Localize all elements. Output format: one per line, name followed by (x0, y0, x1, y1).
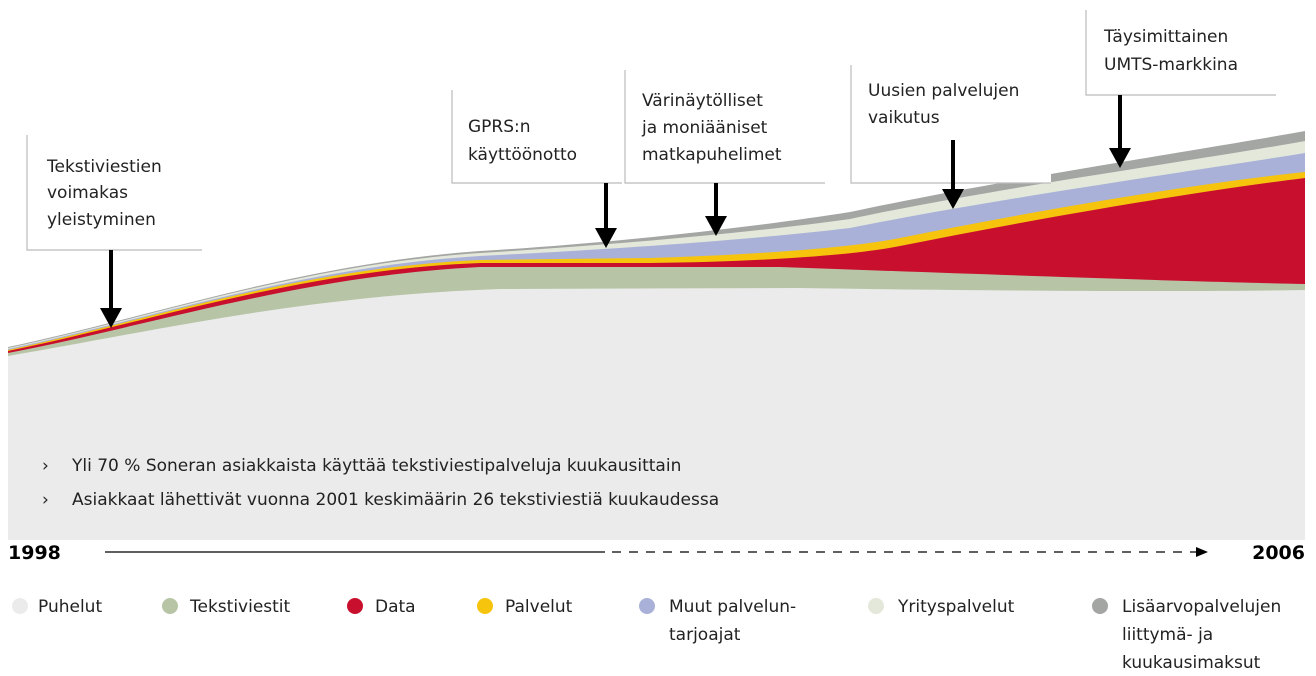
callout-text: yleistyminen (47, 210, 156, 230)
legend-label: Muut palvelun- (669, 597, 796, 617)
legend-label: Lisäarvopalvelujen (1122, 597, 1281, 617)
callout-text: matkapuhelimet (642, 145, 782, 165)
legend-swatch (347, 598, 363, 614)
legend-label: Puhelut (38, 597, 102, 617)
callout-edge (26, 135, 202, 251)
legend-label: Palvelut (505, 597, 573, 617)
callout-text: voimakas (47, 183, 128, 203)
callout-box (452, 90, 622, 183)
legend-swatch (477, 598, 493, 614)
arrow-head (595, 228, 617, 248)
bullet-text: Asiakkaat lähettivät vuonna 2001 keskimä… (72, 490, 719, 510)
timeline: 1998 2006 (8, 542, 1305, 564)
callout-box (625, 70, 825, 183)
timeline-start: 1998 (8, 542, 61, 564)
legend-swatch (1092, 598, 1108, 614)
areas (8, 131, 1305, 540)
area-puhelut (8, 288, 1305, 540)
legend-swatch (639, 598, 655, 614)
legend-label: Data (375, 597, 416, 617)
legend-label: liittymä- ja (1122, 625, 1213, 645)
callout-edge (624, 70, 825, 184)
callout-text: Värinäytölliset (642, 91, 763, 111)
arrow-head (942, 189, 964, 209)
callout-text: vaikutus (868, 108, 940, 128)
callout-edge (1085, 10, 1276, 96)
arrow-head (100, 308, 122, 328)
callout-box (27, 135, 202, 250)
callout-box (1086, 10, 1276, 95)
arrow-head (1109, 148, 1131, 168)
legend-swatch (868, 598, 884, 614)
bullets: › Yli 70 % Soneran asiakkaista käyttää t… (42, 456, 719, 510)
callout-text: Uusien palvelujen (868, 81, 1019, 101)
legend: Puhelut Tekstiviestit Data Palvelut Muut… (12, 597, 1281, 673)
bullet-marker: › (42, 490, 49, 510)
callout-text: Täysimittainen (1103, 27, 1228, 47)
callouts: Tekstiviestien voimakas yleistyminen GPR… (26, 10, 1276, 328)
callout-text: ja moniääniset (641, 118, 768, 138)
bullet-text: Yli 70 % Soneran asiakkaista käyttää tek… (71, 456, 681, 476)
callout-edge (451, 90, 622, 184)
legend-swatch (12, 598, 28, 614)
legend-label: kuukausimaksut (1122, 653, 1261, 673)
callout-text: Tekstiviestien (46, 157, 162, 177)
legend-label: Yrityspalvelut (897, 597, 1015, 617)
callout-edge (850, 65, 1051, 184)
arrow-head (705, 216, 727, 236)
timeline-arrowhead (1196, 547, 1208, 557)
timeline-end: 2006 (1252, 542, 1305, 564)
callout-text: GPRS:n (468, 117, 531, 137)
legend-label: tarjoajat (669, 625, 741, 645)
bullet-marker: › (42, 456, 49, 476)
callout-text: käyttöönotto (468, 145, 577, 165)
legend-swatch (162, 598, 178, 614)
legend-label: Tekstiviestit (189, 597, 291, 617)
callout-text: UMTS-markkina (1104, 55, 1238, 75)
